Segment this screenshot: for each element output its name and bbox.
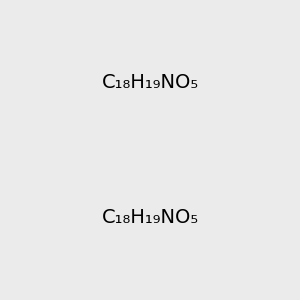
Text: C₁₈H₁₉NO₅: C₁₈H₁₉NO₅ (101, 73, 199, 92)
Text: C₁₈H₁₉NO₅: C₁₈H₁₉NO₅ (101, 208, 199, 227)
